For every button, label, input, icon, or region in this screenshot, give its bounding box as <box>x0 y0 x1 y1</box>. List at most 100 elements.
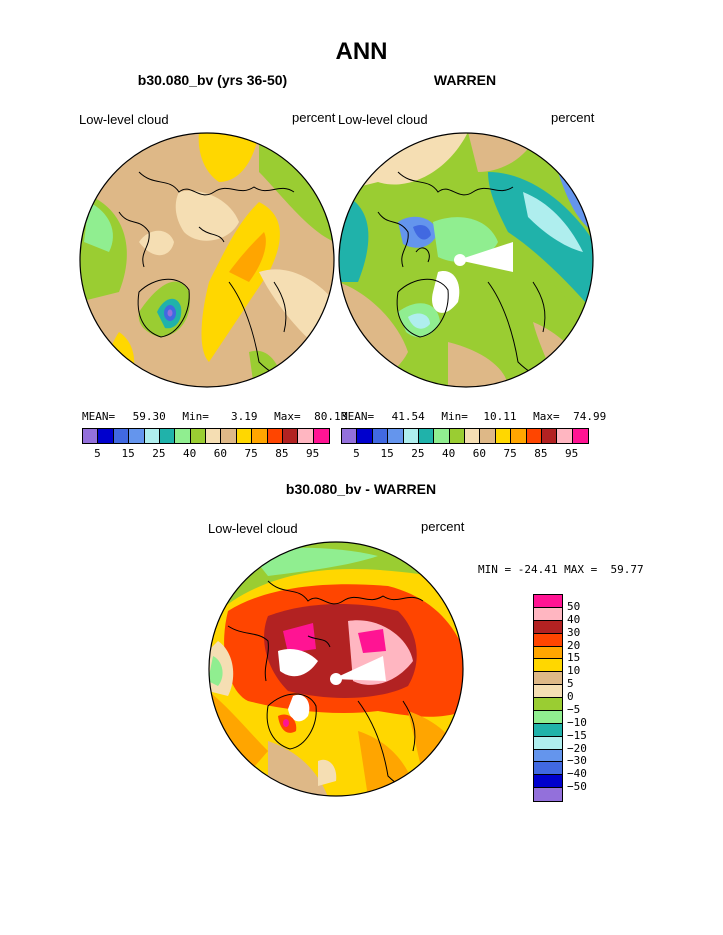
colorbar-tick-label: 95 <box>306 447 320 460</box>
right-colorbar <box>341 428 589 444</box>
colorbar-swatch <box>252 429 268 443</box>
colorbar-swatch <box>372 429 389 443</box>
colorbar-swatch <box>221 429 237 443</box>
colorbar-swatch <box>534 607 562 621</box>
colorbar-swatch <box>534 698 562 711</box>
colorbar-swatch <box>113 429 130 443</box>
colorbar-swatch <box>388 429 404 443</box>
right-panel-variable-label: Low-level cloud <box>338 112 428 127</box>
colorbar-swatch <box>526 429 542 443</box>
colorbar-swatch <box>129 429 145 443</box>
left-min-label: Min= <box>182 410 209 423</box>
colorbar-tick-label: 60 <box>472 447 486 460</box>
difference-colorbar <box>533 594 563 802</box>
colorbar-swatch <box>282 429 299 443</box>
diff-panel-variable-label: Low-level cloud <box>208 521 298 536</box>
left-mean-value: 59.30 <box>132 410 166 423</box>
right-mean-value: 41.54 <box>391 410 425 423</box>
colorbar-tick-label: 40 <box>442 447 456 460</box>
colorbar-swatch <box>144 429 160 443</box>
colorbar-swatch <box>534 595 562 608</box>
colorbar-tick-label: 0 <box>567 690 574 703</box>
left-max-label: Max= <box>274 410 301 423</box>
colorbar-swatch <box>534 775 562 789</box>
left-colorbar <box>82 428 330 444</box>
colorbar-swatch <box>236 429 253 443</box>
colorbar-swatch <box>495 429 512 443</box>
difference-polar-map <box>208 541 464 797</box>
colorbar-swatch <box>449 429 465 443</box>
colorbar-swatch <box>541 429 558 443</box>
colorbar-tick-label: 15 <box>567 651 581 665</box>
colorbar-swatch <box>534 646 562 660</box>
colorbar-tick-label: −40 <box>567 767 587 781</box>
colorbar-tick-label: 5 <box>353 447 360 460</box>
colorbar-tick-label: 30 <box>567 625 581 639</box>
colorbar-swatch <box>534 723 562 737</box>
colorbar-tick-label: 85 <box>534 447 548 460</box>
colorbar-swatch <box>557 429 573 443</box>
colorbar-tick-label: 40 <box>183 447 197 460</box>
colorbar-swatch <box>159 429 176 443</box>
right-max-label: Max= <box>533 410 560 423</box>
left-stats: MEAN= 59.30 Min= 3.19 Max= 80.13 <box>82 410 347 423</box>
colorbar-tick-label: 15 <box>121 447 135 460</box>
page-title: ANN <box>335 38 388 65</box>
colorbar-tick-label: 10 <box>567 664 581 678</box>
colorbar-tick-label: −10 <box>567 715 587 729</box>
diff-stats: MIN = -24.41 MAX = 59.77 <box>478 563 644 576</box>
right-min-value: 10.11 <box>483 410 517 423</box>
colorbar-swatch <box>83 429 99 443</box>
colorbar-swatch <box>534 710 562 724</box>
colorbar-tick-label: 50 <box>567 599 581 613</box>
colorbar-swatch <box>480 429 496 443</box>
colorbar-swatch <box>572 429 588 443</box>
colorbar-tick-label: −5 <box>567 702 581 716</box>
colorbar-swatch <box>534 620 562 634</box>
colorbar-tick-label: 5 <box>567 677 574 691</box>
colorbar-swatch <box>98 429 114 443</box>
colorbar-swatch <box>534 788 562 801</box>
colorbar-swatch <box>534 633 562 647</box>
colorbar-swatch <box>534 762 562 776</box>
colorbar-tick-label: 40 <box>567 612 581 626</box>
colorbar-swatch <box>357 429 373 443</box>
right-panel-units-label: percent <box>551 110 595 125</box>
right-min-label: Min= <box>441 410 468 423</box>
colorbar-swatch <box>175 429 191 443</box>
left-panel-units-label: percent <box>292 110 336 125</box>
colorbar-swatch <box>403 429 419 443</box>
colorbar-tick-label: −15 <box>567 728 587 742</box>
diff-panel-units-label: percent <box>421 519 465 534</box>
right-mean-label: MEAN= <box>341 410 375 423</box>
left-panel-variable-label: Low-level cloud <box>79 112 169 127</box>
colorbar-tick-label: −30 <box>567 754 587 768</box>
colorbar-swatch <box>298 429 314 443</box>
colorbar-swatch <box>534 749 562 763</box>
colorbar-swatch <box>465 429 481 443</box>
colorbar-swatch <box>511 429 527 443</box>
colorbar-tick-label: 85 <box>275 447 289 460</box>
colorbar-swatch <box>342 429 358 443</box>
colorbar-swatch <box>534 736 562 750</box>
right-stats: MEAN= 41.54 Min= 10.11 Max= 74.99 <box>341 410 606 423</box>
left-polar-map <box>79 132 335 388</box>
colorbar-swatch <box>534 659 562 673</box>
colorbar-swatch <box>267 429 283 443</box>
left-min-value: 3.19 <box>231 410 258 423</box>
colorbar-tick-label: 5 <box>94 447 101 460</box>
colorbar-swatch <box>190 429 206 443</box>
colorbar-swatch <box>434 429 450 443</box>
left-max-value: 80.13 <box>314 410 348 423</box>
left-mean-label: MEAN= <box>82 410 116 423</box>
colorbar-tick-label: 25 <box>152 447 166 460</box>
colorbar-tick-label: 20 <box>567 638 581 652</box>
colorbar-tick-label: 15 <box>380 447 394 460</box>
colorbar-swatch <box>418 429 435 443</box>
colorbar-swatch <box>313 429 329 443</box>
right-panel-title: WARREN <box>433 72 497 88</box>
colorbar-tick-label: 75 <box>244 447 258 460</box>
diff-panel-title: b30.080_bv - WARREN <box>285 481 437 497</box>
right-polar-map <box>338 132 594 388</box>
colorbar-tick-label: −20 <box>567 741 587 755</box>
